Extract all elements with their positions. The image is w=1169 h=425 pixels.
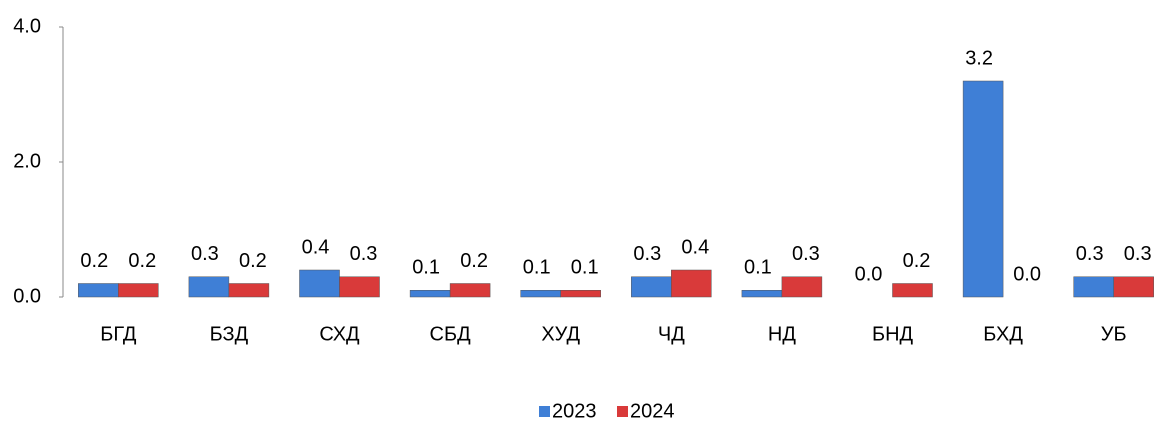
x-tick-label: БНД bbox=[872, 323, 914, 345]
data-label: 0.1 bbox=[744, 257, 772, 279]
x-tick-label: СБД bbox=[430, 323, 472, 345]
data-label: 0.2 bbox=[460, 250, 488, 272]
x-tick-label: БГД bbox=[100, 323, 137, 345]
bar bbox=[299, 269, 340, 298]
data-label: 0.2 bbox=[239, 250, 267, 272]
y-tick-label: 4.0 bbox=[13, 15, 41, 37]
legend-swatch bbox=[617, 406, 628, 417]
legend-swatch bbox=[539, 406, 550, 417]
data-label: 0.1 bbox=[571, 257, 599, 279]
bar bbox=[188, 276, 230, 298]
x-tick-label: БХД bbox=[983, 323, 1023, 345]
bar bbox=[741, 290, 783, 298]
legend-label: 2023 bbox=[552, 400, 597, 422]
bar bbox=[118, 283, 159, 298]
bar bbox=[409, 290, 451, 298]
data-label: 0.3 bbox=[1124, 243, 1152, 265]
data-label: 0.3 bbox=[350, 243, 378, 265]
bar bbox=[962, 80, 1004, 298]
data-label: 0.1 bbox=[523, 257, 551, 279]
bar bbox=[1073, 276, 1114, 298]
data-label: 3.2 bbox=[965, 47, 993, 69]
bar bbox=[560, 290, 601, 298]
y-tick-label: 0.0 bbox=[13, 285, 41, 307]
bar bbox=[892, 283, 933, 298]
data-label: 0.1 bbox=[412, 257, 440, 279]
bar bbox=[339, 276, 380, 298]
data-label: 0.2 bbox=[128, 250, 156, 272]
bar bbox=[631, 276, 672, 298]
data-label: 0.2 bbox=[903, 250, 931, 272]
data-label: 0.3 bbox=[633, 243, 661, 265]
x-tick-label: ЧД bbox=[658, 323, 685, 345]
bar bbox=[449, 283, 491, 298]
bar bbox=[671, 269, 712, 298]
data-label: 0.0 bbox=[855, 263, 883, 285]
y-tick-label: 2.0 bbox=[13, 150, 41, 172]
bar bbox=[1113, 276, 1154, 298]
legend-label: 2024 bbox=[630, 400, 675, 422]
x-tick-label: БЗД bbox=[210, 323, 249, 345]
bar bbox=[78, 283, 119, 298]
data-label: 0.4 bbox=[681, 236, 709, 258]
data-label: 0.3 bbox=[1076, 243, 1104, 265]
x-tick-label: ХУД bbox=[541, 323, 580, 345]
data-label: 0.3 bbox=[191, 243, 219, 265]
bar bbox=[228, 283, 270, 298]
data-label: 0.2 bbox=[80, 250, 108, 272]
legend: 2023 2024 bbox=[539, 400, 675, 422]
bar bbox=[520, 290, 561, 298]
x-tick-label: СХД bbox=[319, 323, 360, 345]
data-label: 0.4 bbox=[302, 236, 330, 258]
data-label: 0.0 bbox=[1013, 263, 1041, 285]
x-tick-label: НД bbox=[768, 323, 796, 345]
data-label: 0.3 bbox=[792, 243, 820, 265]
x-tick-label: УБ bbox=[1101, 323, 1127, 345]
bar bbox=[781, 276, 823, 298]
